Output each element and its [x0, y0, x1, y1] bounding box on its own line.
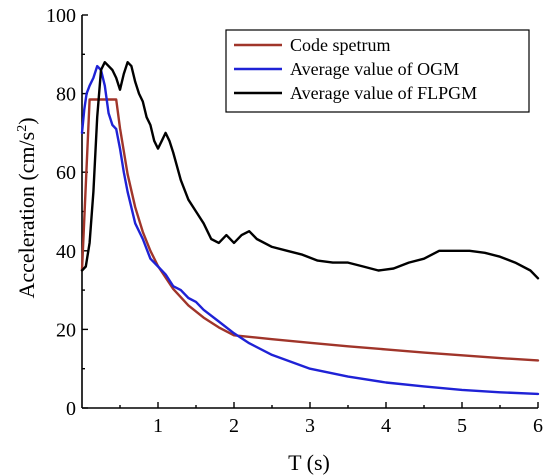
y-tick-label: 20	[56, 319, 76, 341]
series-line-1	[80, 98, 540, 362]
x-tick-label: 6	[533, 415, 543, 437]
y-axis-title-close: )	[14, 117, 39, 124]
series-line-3	[80, 61, 540, 280]
legend-box	[225, 29, 530, 113]
x-axis: 1 2 3 4 5 6	[82, 402, 543, 437]
legend-label-2: Average value of OGM	[290, 59, 459, 79]
y-tick-label: 80	[56, 84, 76, 106]
series-line-2	[80, 64, 540, 396]
x-tick-label: 2	[229, 415, 239, 437]
y-axis-title: Acceleration (cm/s2)	[14, 117, 39, 298]
y-tick-label: 60	[56, 162, 76, 184]
series-group	[80, 61, 540, 396]
y-tick-label: 100	[46, 5, 76, 27]
legend-label-3: Average value of FLPGM	[290, 83, 477, 103]
x-tick-label: 4	[381, 415, 391, 437]
x-tick-label: 3	[305, 415, 315, 437]
x-tick-label: 1	[153, 415, 163, 437]
x-axis-title: T (s)	[288, 450, 330, 475]
legend: Code spetrum Average value of OGM Average …	[225, 29, 530, 113]
y-axis: 0 20 40 60 80 100	[46, 5, 88, 420]
y-tick-label: 40	[56, 241, 76, 263]
x-tick-label: 5	[457, 415, 467, 437]
legend-label-1: Code spetrum	[290, 35, 391, 55]
y-axis-title-main: Acceleration (cm/s	[14, 132, 39, 299]
y-tick-label: 0	[66, 398, 76, 420]
y-axis-title-superscript: 2	[15, 125, 30, 132]
